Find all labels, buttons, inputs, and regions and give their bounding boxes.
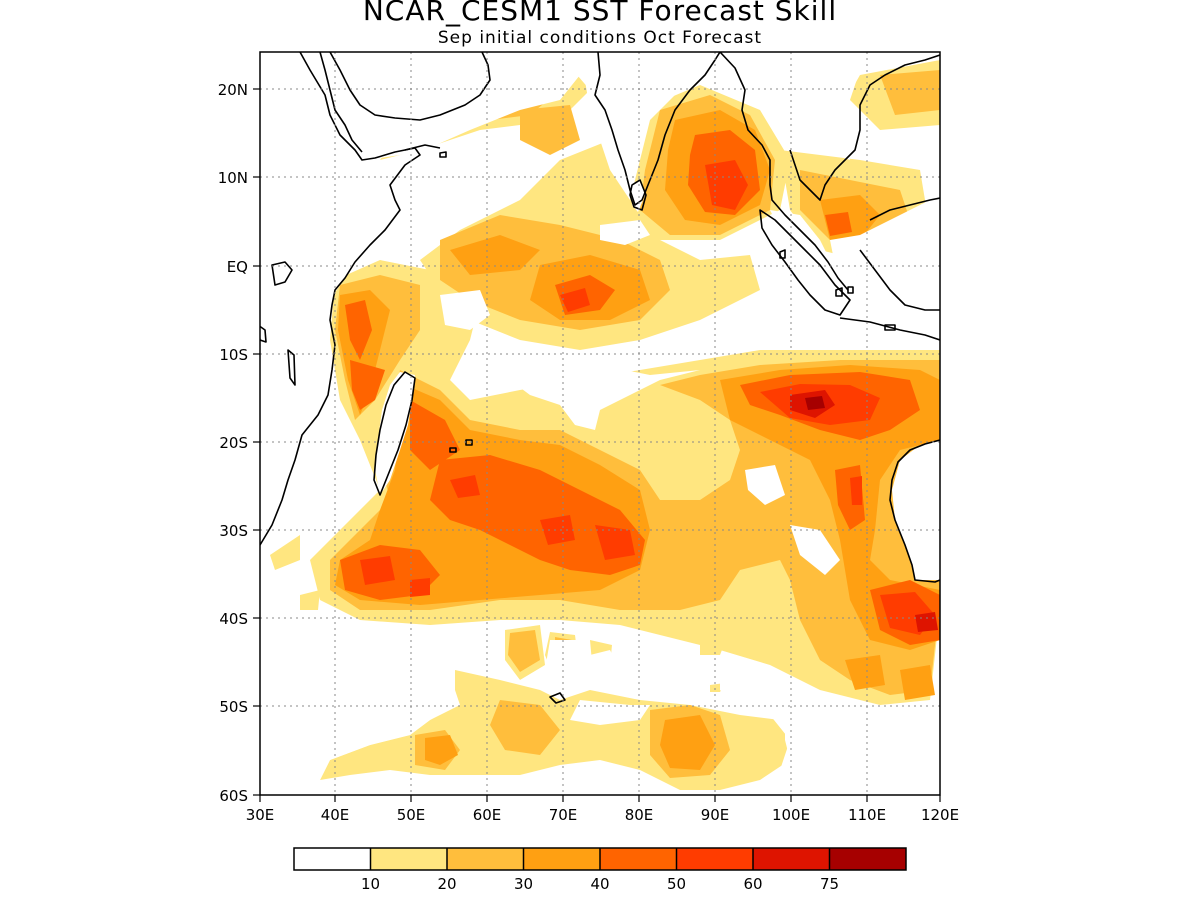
lat-tick-label: 30S [219,522,248,540]
color-legend: 10 20 30 40 50 60 75 [293,847,907,893]
lat-tick-label: 20N [218,81,248,99]
lon-tick-label: 50E [397,806,426,824]
lon-tick-label: 40E [321,806,350,824]
lat-tick-label: 10S [219,346,248,364]
lat-tick-label: 20S [219,434,248,452]
lon-tick-label: 120E [921,806,959,824]
legend-swatch-3 [523,848,600,870]
legend-swatch-4 [600,848,677,870]
legend-swatch-0 [294,848,371,870]
map-title: NCAR_CESM1 SST Forecast Skill [362,0,838,27]
lat-tick-label: EQ [227,258,248,276]
lat-tick-label: 10N [218,169,248,187]
lon-tick-label: 70E [549,806,578,824]
legend-swatch-1 [370,848,447,870]
legend-label: 60 [743,875,762,893]
lon-tick-label: 60E [473,806,502,824]
lon-tick-label: 30E [246,806,275,824]
legend-label: 10 [361,875,380,893]
lat-tick-label: 50S [219,698,248,716]
legend-label: 50 [667,875,686,893]
lat-tick-label: 40S [219,610,248,628]
legend-swatch-2 [447,848,524,870]
lat-tick-label: 60S [219,787,248,805]
legend-label: 20 [437,875,456,893]
lon-tick-label: 80E [625,806,654,824]
legend-label: 30 [514,875,533,893]
lon-tick-label: 100E [772,806,810,824]
legend-label: 75 [820,875,839,893]
legend-swatch-7 [829,848,906,870]
legend-swatch-5 [676,848,753,870]
legend-label: 40 [590,875,609,893]
legend-swatch-6 [753,848,830,870]
map-frame [259,51,941,796]
lon-tick-label: 90E [701,806,730,824]
skill-contours [260,52,940,795]
lon-tick-label: 110E [848,806,886,824]
map-subtitle: Sep initial conditions Oct Forecast [437,28,763,48]
